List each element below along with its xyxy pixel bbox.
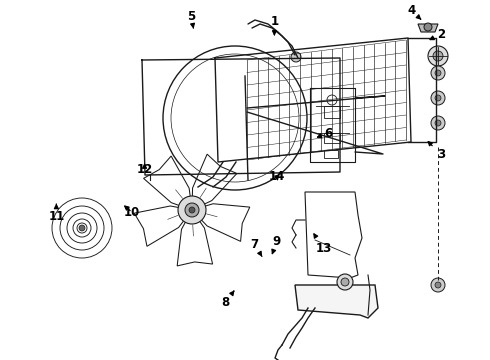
- Circle shape: [431, 278, 445, 292]
- Text: 7: 7: [251, 238, 262, 256]
- Text: 1: 1: [270, 15, 278, 35]
- Circle shape: [431, 91, 445, 105]
- Text: 10: 10: [124, 206, 141, 219]
- Circle shape: [291, 52, 301, 62]
- Circle shape: [435, 95, 441, 101]
- Text: 6: 6: [318, 127, 332, 140]
- Circle shape: [185, 203, 199, 217]
- Bar: [324, 106, 340, 118]
- Circle shape: [79, 225, 85, 231]
- Polygon shape: [295, 285, 378, 318]
- Circle shape: [341, 278, 349, 286]
- Text: 4: 4: [408, 4, 421, 19]
- Circle shape: [428, 46, 448, 66]
- Text: 8: 8: [221, 291, 234, 309]
- Text: 14: 14: [269, 170, 285, 183]
- Circle shape: [435, 120, 441, 126]
- Text: 11: 11: [48, 204, 65, 222]
- Circle shape: [435, 70, 441, 76]
- Circle shape: [189, 207, 195, 213]
- Text: 5: 5: [187, 10, 195, 28]
- Polygon shape: [418, 24, 438, 32]
- Circle shape: [433, 51, 443, 61]
- Text: 12: 12: [136, 163, 153, 176]
- Circle shape: [424, 23, 432, 31]
- Bar: [324, 133, 340, 143]
- Circle shape: [178, 196, 206, 224]
- Circle shape: [337, 274, 353, 290]
- Bar: [324, 150, 338, 158]
- Text: 9: 9: [272, 235, 281, 254]
- Circle shape: [435, 282, 441, 288]
- Text: 13: 13: [314, 234, 332, 255]
- Text: 3: 3: [428, 141, 445, 161]
- Text: 2: 2: [430, 28, 445, 41]
- Circle shape: [431, 116, 445, 130]
- Circle shape: [431, 66, 445, 80]
